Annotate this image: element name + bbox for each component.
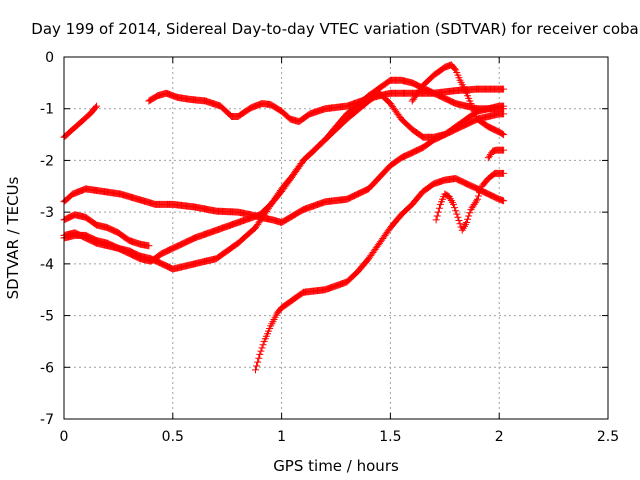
series-track-5 — [60, 76, 508, 273]
series-track-7 — [252, 175, 508, 374]
data-point-marks — [60, 76, 508, 273]
y-axis-label: SDTVAR / TECUs — [4, 176, 22, 299]
y-tick-label: -2 — [40, 153, 54, 169]
data-point-marks — [484, 146, 508, 162]
plot-frame — [63, 56, 609, 420]
series-track-8 — [408, 61, 508, 139]
data-point-marks — [408, 61, 508, 139]
x-tick-label: 0 — [60, 429, 69, 445]
y-tick-label: -1 — [40, 102, 54, 118]
y-tick-label: -6 — [40, 360, 54, 376]
y-tick-label: 0 — [45, 50, 54, 66]
chart-title: Day 199 of 2014, Sidereal Day-to-day VTE… — [31, 20, 638, 38]
y-tick-label: -5 — [40, 309, 54, 325]
marks-layer — [60, 61, 508, 374]
data-point-marks — [432, 169, 508, 234]
y-tick-label: -3 — [40, 205, 54, 221]
x-tick-label: 1.5 — [379, 429, 401, 445]
x-tick-label: 1 — [277, 429, 286, 445]
series-track-9 — [432, 169, 508, 234]
grid-layer — [64, 57, 608, 419]
x-tick-label: 0.5 — [162, 429, 184, 445]
x-tick-label: 2 — [495, 429, 504, 445]
x-axis-label: GPS time / hours — [273, 457, 399, 475]
data-point-marks — [252, 175, 508, 374]
series-track-10 — [484, 146, 508, 162]
x-tick-label: 2.5 — [597, 429, 619, 445]
y-tick-label: -7 — [40, 412, 54, 428]
y-tick-label: -4 — [40, 257, 54, 273]
